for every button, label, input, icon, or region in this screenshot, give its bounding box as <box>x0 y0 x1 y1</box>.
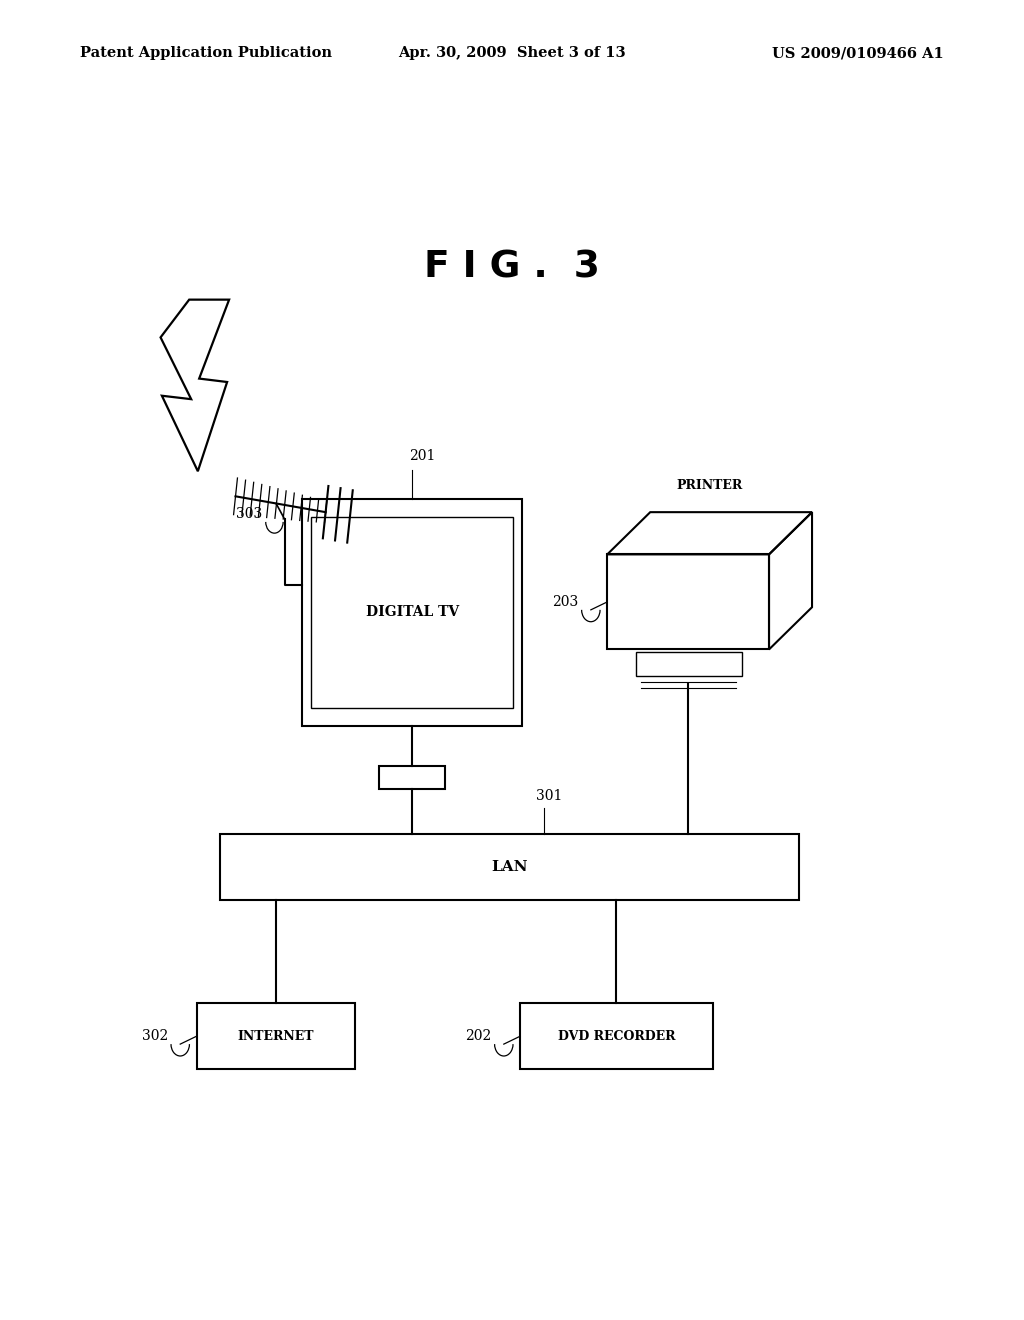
Text: DIGITAL TV: DIGITAL TV <box>366 606 459 619</box>
Text: LAN: LAN <box>492 861 527 874</box>
Text: PRINTER: PRINTER <box>677 479 742 492</box>
Text: F I G .  3: F I G . 3 <box>424 249 600 286</box>
Bar <box>379 766 445 789</box>
Text: INTERNET: INTERNET <box>238 1030 314 1043</box>
Bar <box>636 652 741 676</box>
Bar <box>302 499 522 726</box>
Text: 203: 203 <box>552 595 579 609</box>
Bar <box>311 516 513 708</box>
Bar <box>607 554 769 649</box>
Text: 303: 303 <box>236 507 262 521</box>
Bar <box>220 834 799 900</box>
Bar <box>520 1003 713 1069</box>
Bar <box>197 1003 355 1069</box>
Text: Apr. 30, 2009  Sheet 3 of 13: Apr. 30, 2009 Sheet 3 of 13 <box>398 46 626 61</box>
Text: 302: 302 <box>141 1030 168 1043</box>
Text: 301: 301 <box>537 788 562 803</box>
Text: DVD RECORDER: DVD RECORDER <box>558 1030 675 1043</box>
Text: US 2009/0109466 A1: US 2009/0109466 A1 <box>772 46 944 61</box>
Text: Patent Application Publication: Patent Application Publication <box>80 46 332 61</box>
Text: 202: 202 <box>465 1030 492 1043</box>
Text: 201: 201 <box>410 449 435 463</box>
